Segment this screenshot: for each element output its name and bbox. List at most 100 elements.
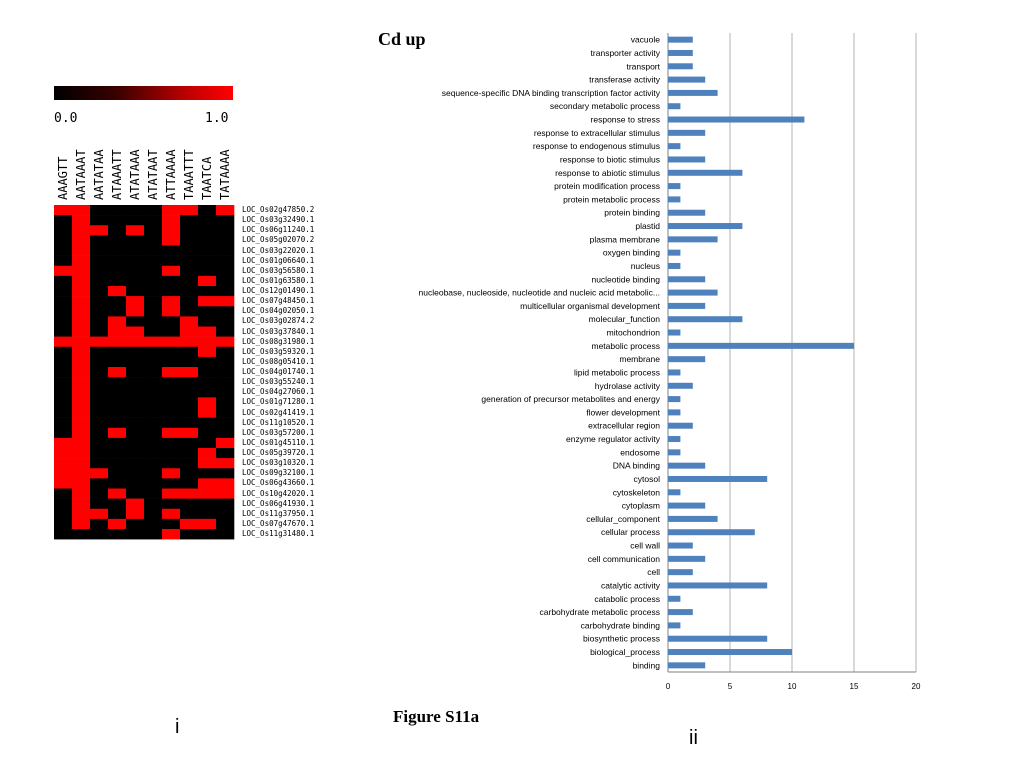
category-label: protein binding bbox=[604, 208, 660, 218]
heatmap-cell bbox=[198, 326, 217, 337]
bar bbox=[668, 462, 706, 469]
heatmap-cell bbox=[216, 235, 235, 246]
heatmap-cell bbox=[90, 356, 109, 368]
bar bbox=[668, 475, 768, 482]
heatmap-row-label: LOC_Os02g47850.2 bbox=[242, 205, 315, 214]
heatmap-cell bbox=[126, 275, 145, 287]
heatmap-cell bbox=[72, 336, 91, 348]
category-label: binding bbox=[633, 660, 661, 670]
heatmap-cell bbox=[108, 316, 127, 327]
heatmap-cell bbox=[90, 336, 109, 348]
heatmap-cell bbox=[54, 326, 73, 337]
heatmap-cell bbox=[144, 326, 163, 337]
heatmap-row-label: LOC_Os01g63580.1 bbox=[242, 275, 315, 285]
category-label: enzyme regulator activity bbox=[566, 434, 661, 444]
heatmap-cell bbox=[198, 407, 217, 418]
heatmap-cell bbox=[180, 478, 199, 489]
heatmap-cell bbox=[90, 245, 109, 256]
heatmap-cell bbox=[108, 215, 127, 226]
heatmap-cell bbox=[180, 326, 199, 337]
heatmap-cell bbox=[162, 286, 181, 297]
heatmap-cell bbox=[162, 437, 181, 449]
heatmap-cell bbox=[126, 296, 145, 307]
category-label: cellular process bbox=[601, 527, 660, 537]
heatmap-cell bbox=[126, 215, 145, 226]
heatmap-cell bbox=[72, 215, 91, 226]
category-label: biological_process bbox=[590, 647, 660, 657]
heatmap-cell bbox=[216, 448, 235, 459]
bar bbox=[668, 183, 681, 190]
heatmap-cell bbox=[216, 316, 235, 327]
heatmap-cell bbox=[90, 448, 109, 459]
heatmap-cell bbox=[216, 306, 235, 317]
category-label: cytosol bbox=[634, 474, 661, 484]
heatmap-cell bbox=[90, 265, 109, 277]
heatmap-cell bbox=[144, 518, 163, 530]
heatmap-cell bbox=[54, 367, 73, 378]
heatmap-cell bbox=[216, 458, 235, 469]
heatmap-cell bbox=[180, 296, 199, 307]
bar bbox=[668, 582, 768, 589]
heatmap-cell bbox=[90, 377, 109, 388]
heatmap-cell bbox=[162, 346, 181, 358]
heatmap-cell bbox=[216, 205, 235, 216]
heatmap-row-label: LOC_Os03g56580.1 bbox=[242, 265, 315, 275]
heatmap-cell bbox=[198, 235, 217, 246]
category-label: mitochondrion bbox=[607, 328, 661, 338]
heatmap-cell bbox=[90, 275, 109, 287]
heatmap-cell bbox=[72, 356, 91, 368]
heatmap-cell bbox=[126, 508, 145, 520]
heatmap-cell bbox=[216, 488, 235, 499]
category-label: transferase activity bbox=[589, 75, 661, 85]
heatmap-cell bbox=[72, 407, 91, 418]
heatmap-cell bbox=[72, 245, 91, 256]
heatmap-cell bbox=[90, 326, 109, 337]
heatmap-row-label: LOC_Os09g32100.1 bbox=[242, 468, 315, 478]
category-label: membrane bbox=[619, 354, 660, 364]
heatmap-cell bbox=[54, 336, 73, 348]
heatmap-cell bbox=[54, 346, 73, 358]
heatmap-cell bbox=[90, 215, 109, 226]
heatmap-cell bbox=[162, 336, 181, 348]
heatmap-cell bbox=[216, 529, 235, 540]
bar bbox=[668, 223, 743, 230]
heatmap-cell bbox=[144, 478, 163, 489]
heatmap-cell bbox=[54, 508, 73, 520]
heatmap-cell bbox=[216, 275, 235, 287]
heatmap-cell bbox=[216, 296, 235, 307]
heatmap-cell bbox=[216, 367, 235, 378]
heatmap-cell bbox=[72, 397, 91, 408]
heatmap-cell bbox=[180, 488, 199, 499]
heatmap-cell bbox=[54, 478, 73, 489]
heatmap-cell bbox=[126, 458, 145, 469]
heatmap-cell bbox=[72, 498, 91, 510]
heatmap-cell bbox=[180, 245, 199, 256]
heatmap-cell bbox=[198, 356, 217, 368]
heatmap-cell bbox=[162, 468, 181, 479]
heatmap-cell bbox=[126, 518, 145, 530]
heatmap-cell bbox=[54, 518, 73, 530]
heatmap-row-label: LOC_Os06g43660.1 bbox=[242, 478, 315, 488]
bar bbox=[668, 422, 693, 429]
category-label: protein modification process bbox=[554, 181, 660, 191]
heatmap-cell bbox=[144, 468, 163, 479]
heatmap-cell bbox=[144, 387, 163, 398]
heatmap-row-label: LOC_Os08g31980.1 bbox=[242, 336, 315, 346]
heatmap-cell bbox=[198, 255, 217, 267]
heatmap-cell bbox=[126, 265, 145, 277]
heatmap-cell bbox=[54, 448, 73, 459]
category-label: metabolic process bbox=[591, 341, 660, 351]
heatmap-cell bbox=[198, 508, 217, 520]
heatmap-cell bbox=[54, 235, 73, 246]
heatmap-cell bbox=[144, 356, 163, 368]
heatmap-cell bbox=[72, 286, 91, 297]
heatmap-cell bbox=[54, 529, 73, 540]
heatmap-cell bbox=[198, 498, 217, 510]
heatmap-cell bbox=[162, 255, 181, 267]
heatmap-cell bbox=[216, 387, 235, 398]
heatmap-row-label: LOC_Os05g39720.1 bbox=[242, 448, 315, 457]
heatmap-cell bbox=[162, 377, 181, 388]
category-label: cell communication bbox=[588, 554, 661, 564]
heatmap-cell bbox=[72, 296, 91, 307]
heatmap-cell bbox=[180, 427, 199, 439]
